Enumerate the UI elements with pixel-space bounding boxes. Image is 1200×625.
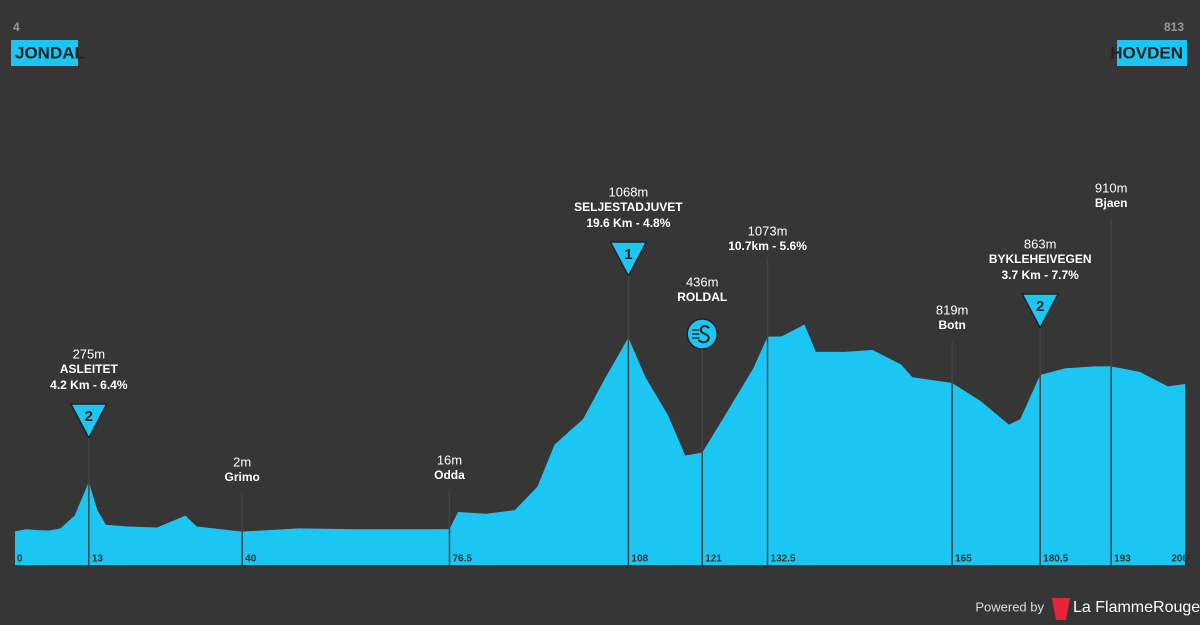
point-elevation: 1068m (609, 184, 649, 199)
point-name: SELJESTADJUVET (574, 200, 683, 214)
climb-info: 3.7 Km - 7.7% (1001, 268, 1079, 282)
start-box (11, 40, 78, 66)
point-elevation: 819m (936, 302, 969, 317)
km-label: 180.5 (1043, 554, 1068, 565)
sprint-icon-s (697, 325, 710, 344)
point-name: Grimo (225, 470, 260, 484)
point-name: BYKLEHEIVEGEN (989, 252, 1092, 266)
point-elevation: 1073m (748, 223, 788, 238)
elevation-profile (15, 324, 1185, 565)
point-elevation: 2m (233, 454, 251, 469)
brand-name: La FlammeRouge (1073, 599, 1200, 616)
climb-info: 10.7km - 5.6% (728, 239, 807, 253)
climb-icon (69, 403, 109, 440)
sprint-icon (686, 318, 718, 350)
km-label: 121 (705, 554, 722, 565)
powered-by: Powered by (975, 599, 1044, 614)
climb-info: 4.2 Km - 6.4% (50, 378, 128, 392)
point-elevation: 910m (1095, 180, 1128, 195)
point-elevation: 863m (1024, 236, 1057, 251)
km-label: 76.5 (452, 554, 472, 565)
point-name: Odda (434, 468, 465, 482)
km-label: 206 (1171, 554, 1188, 565)
point-name: Botn (938, 318, 965, 332)
climb-category: 2 (1036, 298, 1044, 315)
km-label: 165 (955, 554, 972, 565)
finish-name: HOVDEN (1110, 43, 1183, 62)
km-label: 108 (631, 554, 648, 565)
climb-info: 19.6 Km - 4.8% (586, 216, 670, 230)
point-elevation: 436m (686, 274, 719, 289)
km-label: 13 (92, 554, 104, 565)
point-name: ASLEITET (60, 362, 119, 376)
start-elevation: 4 (13, 20, 20, 34)
finish-elevation: 813 (1164, 20, 1184, 34)
climb-category: 1 (624, 246, 632, 263)
km-label: 40 (245, 554, 257, 565)
km-label: 132.5 (771, 554, 796, 565)
point-name: Bjaen (1095, 196, 1128, 210)
km-label: 193 (1114, 554, 1131, 565)
point-elevation: 275m (73, 346, 106, 361)
point-name: ROLDAL (677, 290, 727, 304)
finish-box (1117, 40, 1187, 66)
start-name: JONDAL (15, 43, 85, 62)
point-elevation: 16m (437, 452, 462, 467)
climb-category: 2 (85, 408, 93, 425)
km-label: 0 (17, 554, 23, 565)
climb-icon (1020, 293, 1060, 330)
climb-icon (609, 241, 648, 278)
brand-logo (1052, 598, 1070, 620)
